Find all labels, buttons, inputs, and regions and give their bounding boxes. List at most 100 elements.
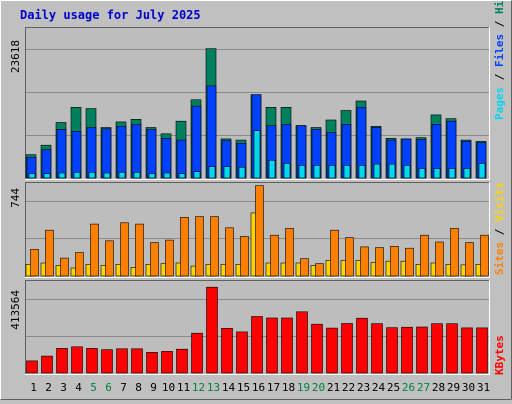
bar-pages-day-24	[373, 163, 381, 179]
bar-sites-day-25	[390, 246, 399, 277]
bar-sites-day-8	[135, 223, 144, 277]
bar-pages-day-11	[178, 173, 186, 179]
bar-sites-day-7	[120, 222, 129, 277]
bar-sites-day-27	[420, 234, 429, 277]
bar-sites-day-16	[255, 185, 264, 277]
bar-pages-day-3	[58, 172, 66, 179]
x-tick-day-2: 2	[45, 381, 52, 394]
bar-sites-day-1	[30, 249, 39, 277]
bar-pages-day-10	[163, 172, 171, 179]
y-max-label: 23618	[9, 40, 22, 73]
legend-item-sites: Sites	[493, 242, 506, 275]
panel-middle: 744 Sites / Visits	[9, 182, 506, 278]
bar-files-day-8	[131, 124, 142, 179]
bar-pages-day-22	[343, 165, 351, 179]
bar-sites-day-31	[480, 234, 489, 277]
legend-separator: /	[493, 222, 506, 242]
bar-files-day-10	[161, 138, 172, 179]
bar-kbytes-day-12	[191, 332, 203, 374]
x-tick-day-25: 25	[387, 381, 400, 394]
bar-sites-day-24	[375, 247, 384, 277]
legend-item-kbytes: KBytes	[493, 335, 506, 375]
x-tick-day-21: 21	[327, 381, 340, 394]
bar-sites-day-15	[240, 236, 249, 277]
bar-pages-day-1	[28, 173, 36, 179]
bar-pages-day-30	[463, 168, 471, 179]
bar-pages-day-28	[433, 168, 441, 179]
legend-bottom: KBytes	[493, 335, 506, 375]
bar-pages-day-7	[118, 172, 126, 179]
bar-sites-day-5	[90, 223, 99, 277]
bar-kbytes-day-19	[296, 311, 308, 374]
bar-kbytes-day-16	[251, 316, 263, 374]
x-tick-day-27: 27	[417, 381, 430, 394]
x-tick-day-26: 26	[402, 381, 415, 394]
x-tick-day-9: 9	[150, 381, 157, 394]
bar-files-day-7	[116, 126, 127, 179]
bar-files-day-13	[206, 85, 217, 179]
bar-kbytes-day-7	[116, 348, 128, 374]
x-tick-day-4: 4	[75, 381, 82, 394]
bar-kbytes-day-1	[26, 360, 38, 374]
bar-files-day-6	[101, 128, 112, 179]
panel-bottom: 413564 KBytes	[9, 280, 506, 375]
x-tick-day-29: 29	[447, 381, 460, 394]
bar-pages-day-9	[148, 173, 156, 179]
x-tick-day-5: 5	[90, 381, 97, 394]
x-tick-day-20: 20	[312, 381, 325, 394]
bar-pages-day-17	[268, 160, 276, 179]
bar-sites-day-13	[210, 216, 219, 277]
bar-files-day-4	[71, 131, 82, 179]
bar-sites-day-26	[405, 247, 414, 277]
bar-sites-day-12	[195, 216, 204, 277]
bar-kbytes-day-6	[101, 349, 113, 374]
bar-pages-day-29	[448, 168, 456, 179]
bar-sites-day-18	[285, 228, 294, 277]
bar-pages-day-6	[103, 172, 111, 179]
bar-files-day-5	[86, 127, 97, 179]
bar-kbytes-day-9	[146, 351, 158, 374]
bar-files-day-3	[56, 129, 67, 179]
bar-sites-day-17	[270, 234, 279, 277]
bar-files-day-11	[176, 139, 187, 179]
bar-kbytes-day-17	[266, 317, 278, 374]
bar-pages-day-20	[313, 165, 321, 179]
bar-pages-day-21	[328, 165, 336, 179]
x-tick-day-14: 14	[222, 381, 236, 394]
bar-sites-day-10	[165, 239, 174, 277]
bar-sites-day-9	[150, 242, 159, 277]
bar-pages-day-5	[88, 172, 96, 179]
bar-sites-day-19	[300, 258, 309, 277]
legend-item-pages: Pages	[493, 87, 506, 120]
bar-sites-day-20	[315, 263, 324, 277]
bar-sites-day-28	[435, 241, 444, 277]
bar-kbytes-day-15	[236, 331, 248, 374]
x-tick-day-8: 8	[135, 381, 142, 394]
y-max-label: 413564	[9, 290, 22, 330]
bar-pages-day-15	[238, 167, 246, 179]
bar-kbytes-day-3	[56, 348, 68, 374]
x-tick-day-30: 30	[462, 381, 475, 394]
bar-kbytes-day-4	[71, 346, 83, 374]
bar-kbytes-day-30	[461, 327, 473, 374]
bar-pages-day-8	[133, 172, 141, 179]
legend-middle: Sites / Visits	[493, 182, 506, 275]
legend-item-files: Files	[493, 34, 506, 67]
legend-top: Pages / Files / Hits	[493, 0, 506, 120]
x-tick-day-22: 22	[342, 381, 355, 394]
legend-separator: /	[493, 14, 506, 34]
x-tick-day-10: 10	[162, 381, 175, 394]
x-tick-day-31: 31	[477, 381, 490, 394]
bar-kbytes-day-21	[326, 327, 338, 374]
bar-kbytes-day-25	[386, 327, 398, 374]
bar-kbytes-day-31	[476, 327, 488, 374]
x-tick-day-24: 24	[372, 381, 386, 394]
bar-kbytes-day-22	[341, 323, 353, 374]
bar-kbytes-day-20	[311, 323, 323, 374]
x-tick-day-13: 13	[207, 381, 220, 394]
bar-sites-day-22	[345, 237, 354, 277]
bar-kbytes-day-11	[176, 348, 188, 374]
bar-pages-day-14	[223, 166, 231, 179]
